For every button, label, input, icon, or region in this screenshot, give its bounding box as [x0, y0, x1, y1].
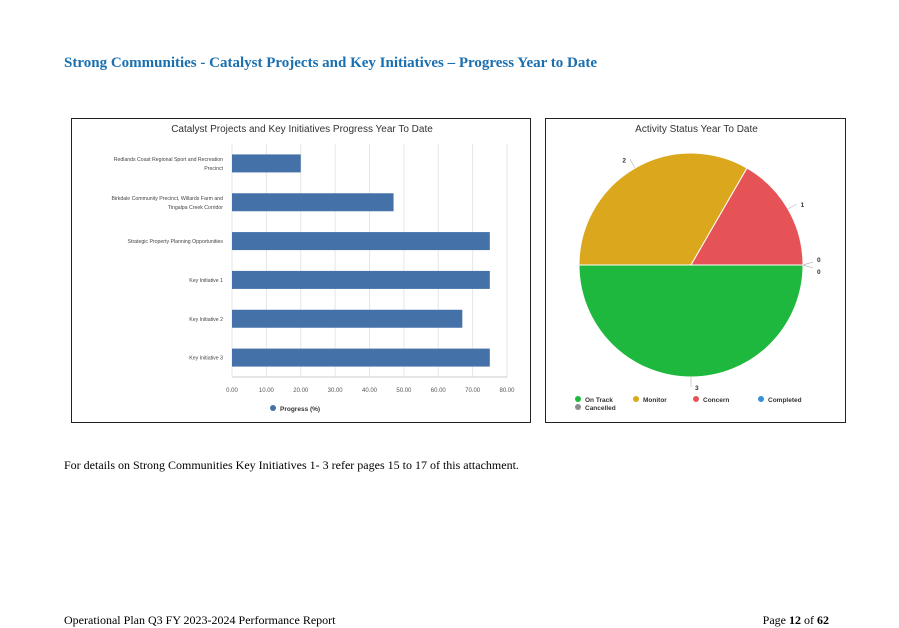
y-category-label: Precinct [204, 166, 223, 172]
y-category-label: Key Initiative 3 [189, 356, 223, 362]
pie-value-label: 1 [801, 202, 805, 209]
legend-marker [693, 396, 699, 402]
legend-marker [270, 405, 276, 411]
pie-slice [578, 264, 804, 378]
legend-marker [633, 396, 639, 402]
legend-label: Cancelled [585, 405, 616, 412]
y-category-label: Key Initiative 2 [189, 317, 223, 323]
footer-page-prefix: Page [762, 613, 786, 627]
bar [232, 309, 463, 328]
footer-page-number: Page 12 of 62 [763, 613, 829, 628]
bar [232, 232, 490, 251]
progress-bar-chart-svg: Catalyst Projects and Key Initiatives Pr… [111, 124, 515, 413]
legend-marker [575, 396, 581, 402]
details-note: For details on Strong Communities Key In… [64, 458, 519, 472]
y-category-label: Key Initiative 1 [189, 278, 223, 284]
x-tick-label: 80.00 [499, 388, 515, 394]
legend-marker [575, 404, 581, 410]
x-tick-label: 10.00 [259, 388, 275, 394]
pie-value-label: 3 [695, 385, 699, 392]
pie-connector [802, 264, 814, 269]
legend-label: Progress (%) [280, 406, 320, 413]
x-tick-label: 20.00 [293, 388, 309, 394]
footer-report-name: Operational Plan Q3 FY 2023-2024 Perform… [64, 613, 336, 627]
y-category-label: Tingalpa Creek Corridor [168, 205, 223, 211]
legend-label: On Track [585, 397, 613, 404]
pie-value-label: 0 [817, 257, 821, 264]
legend-label: Monitor [643, 397, 667, 404]
pie-slice [690, 167, 804, 266]
chart-title: Activity Status Year To Date [635, 124, 758, 135]
bar [232, 154, 301, 173]
x-tick-label: 50.00 [396, 388, 412, 394]
pie-value-label: 2 [622, 157, 626, 164]
pie-value-label: 0 [817, 269, 821, 276]
bar [232, 270, 490, 289]
progress-bar-chart: Catalyst Projects and Key Initiatives Pr… [71, 118, 531, 423]
page-title: Strong Communities - Catalyst Projects a… [64, 55, 597, 71]
y-category-label: Redlands Coast Regional Sport and Recrea… [114, 157, 223, 163]
x-tick-label: 0.00 [226, 388, 238, 394]
x-tick-label: 40.00 [362, 388, 378, 394]
footer-page-total: 62 [817, 613, 829, 627]
pie-connector [802, 261, 814, 266]
legend-label: Completed [768, 397, 802, 404]
activity-status-pie-chart-svg: Activity Status Year To Date 3 2 1 0 0 On Trac… [575, 124, 821, 412]
bar [232, 348, 490, 367]
activity-status-pie-chart: Activity Status Year To Date 3 2 1 0 0 On Trac… [545, 118, 846, 423]
footer-page-of: of [804, 613, 814, 627]
pie-connector [629, 159, 636, 169]
legend-label: Concern [703, 397, 729, 404]
pie-slice [578, 152, 748, 266]
y-category-label: Birkdale Community Precinct, Willards Fa… [111, 196, 223, 202]
y-category-label: Strategic Property Planning Opportunitie… [128, 239, 224, 245]
x-tick-label: 70.00 [465, 388, 481, 394]
pie-connector [787, 203, 797, 210]
legend-marker [758, 396, 764, 402]
bar [232, 193, 394, 212]
x-tick-label: 30.00 [328, 388, 344, 394]
footer-page-current: 12 [789, 613, 801, 627]
chart-title: Catalyst Projects and Key Initiatives Pr… [171, 124, 433, 135]
x-tick-label: 60.00 [431, 388, 447, 394]
